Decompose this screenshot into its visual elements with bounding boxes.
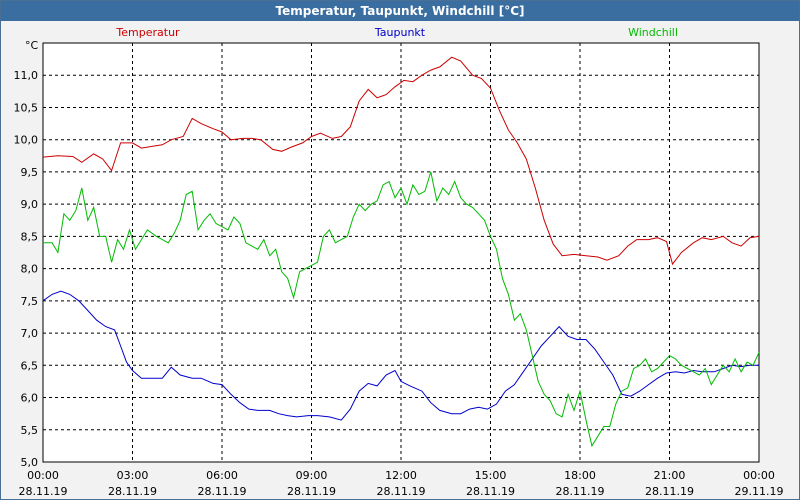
- legend-windchill: Windchill: [628, 26, 678, 39]
- y-tick-label: 10,5: [14, 101, 39, 114]
- y-tick-label: 7,0: [21, 327, 39, 340]
- series-group: [42, 56, 760, 448]
- series-line-taupunkt: [42, 290, 759, 421]
- y-tick-label: 9,0: [21, 198, 39, 211]
- x-tick-time: 03:00: [117, 469, 149, 482]
- x-tick-time: 15:00: [475, 469, 507, 482]
- y-axis-label: °C: [25, 39, 39, 52]
- x-tick-date: 28.11.19: [645, 485, 694, 498]
- y-tick-label: 5,5: [21, 424, 39, 437]
- legend-taupunkt: Taupunkt: [374, 26, 426, 39]
- x-tick-time: 21:00: [654, 469, 686, 482]
- y-tick-label: 11,0: [14, 69, 39, 82]
- x-tick-date: 28.11.19: [377, 485, 426, 498]
- series-line-windchill: [43, 171, 760, 448]
- y-tick-label: 8,0: [21, 263, 39, 276]
- y-axis: 5,0 5,5 6,0 6,5 7,0 7,5 8,0 8,5 9,0 9,5 10,0 10,5 11…: [14, 69, 39, 469]
- x-tick-time: 00:00: [27, 469, 59, 482]
- x-tick-date: 28.11.19: [287, 485, 336, 498]
- y-tick-label: 6,0: [21, 392, 39, 405]
- legend-temperatur: Temperatur: [115, 26, 180, 39]
- y-tick-label: 8,5: [21, 230, 39, 243]
- x-tick-date: 28.11.19: [556, 485, 605, 498]
- x-tick-time: 09:00: [296, 469, 328, 482]
- y-tick-label: 10,0: [14, 134, 39, 147]
- x-tick-time: 00:00: [743, 469, 775, 482]
- x-tick-date: 28.11.19: [19, 485, 68, 498]
- x-tick-time: 06:00: [206, 469, 238, 482]
- x-tick-date: 28.11.19: [198, 485, 247, 498]
- x-tick-date: 28.11.19: [466, 485, 515, 498]
- y-tick-label: 7,5: [21, 295, 39, 308]
- x-tick-date: 28.11.19: [108, 485, 157, 498]
- y-tick-label: 5,0: [21, 456, 39, 469]
- y-tick-label: 9,5: [21, 166, 39, 179]
- series-line-temperatur: [42, 56, 760, 266]
- x-tick-time: 18:00: [564, 469, 596, 482]
- x-tick-date: 29.11.19: [735, 485, 784, 498]
- y-tick-label: 6,5: [21, 359, 39, 372]
- x-axis: 00:00 28.11.19 03:00 28.11.19 06:00 28.11.19 0…: [19, 469, 784, 498]
- x-tick-time: 12:00: [385, 469, 417, 482]
- window-title: Temperatur, Taupunkt, Windchill [°C]: [1, 1, 799, 21]
